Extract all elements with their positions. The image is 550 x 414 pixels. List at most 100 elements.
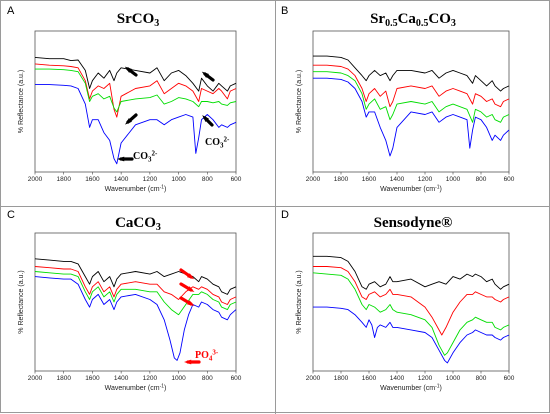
x-tick-label: 1000 (446, 176, 461, 183)
panel-letter: D (281, 209, 289, 221)
x-tick-label: 1200 (418, 176, 433, 183)
series-line-3 (313, 306, 510, 364)
annotation-carbonate-2: CO32- (205, 136, 230, 150)
x-tick-label: 1000 (171, 375, 186, 382)
arrow-c-1-head (187, 273, 195, 280)
x-tick-label: 1000 (171, 176, 186, 183)
x-tick-label: 1200 (143, 176, 158, 183)
x-tick-label: 1800 (56, 375, 71, 382)
chart-panel-b: B Sr0.5Ca0.5CO3 2000 1800 1600 1400 1200 1000 80… (281, 5, 515, 193)
title-text: CaCO (115, 215, 156, 231)
y-axis-label: % Reflectance (a.u.) (296, 270, 303, 333)
title-text: Sensodyne® (374, 215, 453, 231)
series-line-2 (313, 71, 510, 123)
panel-title-b: Sr0.5Ca0.5CO3 (370, 11, 456, 29)
chart-panel-c: C CaCO3 2000 1800 1600 1400 1200 1000 800 600 Wave… (7, 209, 242, 392)
x-axis-label-sup: -1 (435, 185, 440, 191)
panel-title-d: Sensodyne® (374, 215, 453, 231)
x-tick-label: 800 (476, 176, 487, 183)
ion-label-sup: 2- (224, 136, 231, 144)
arrow-c-3-head (187, 300, 195, 307)
series-line-1 (34, 266, 237, 305)
title-text: CO (428, 11, 451, 27)
series-line-3 (34, 276, 237, 361)
plot-frame (312, 232, 510, 372)
series-line-0 (313, 55, 510, 92)
x-tick-label: 2000 (28, 176, 43, 183)
x-tick-label: 1400 (390, 176, 405, 183)
chart-panel-d: D Sensodyne® 2000 1800 1600 1400 1200 1000 800 60… (281, 209, 515, 392)
series-line-0 (313, 255, 510, 290)
x-tick-label: 800 (476, 375, 487, 382)
x-tick-label: 600 (504, 375, 515, 382)
panel-divider-vertical (275, 1, 276, 414)
title-subscript: 3 (154, 18, 159, 29)
title-subscript: 0.5 (385, 18, 398, 29)
x-axis-label: Wavenumber (cm-1) (380, 185, 442, 194)
y-axis-label: % Reflectance (a.u.) (18, 70, 25, 133)
annotation-phosphate: PO43- (195, 349, 219, 363)
annotation-carbonate-1: CO32- (133, 150, 158, 164)
x-tick-label: 2000 (306, 375, 321, 382)
x-axis-label-end: ) (440, 385, 442, 392)
x-tick-label: 600 (231, 375, 242, 382)
series-line-0 (34, 258, 237, 295)
title-text: Ca (398, 11, 417, 27)
y-axis-label: % Reflectance (a.u.) (18, 270, 25, 333)
title-text: SrCO (117, 11, 155, 27)
series-line-2 (312, 272, 510, 356)
x-axis-label: Wavenumber (cm-1) (105, 384, 167, 393)
series-line-1 (313, 64, 510, 108)
x-tick-label: 1400 (114, 176, 129, 183)
x-axis-label: Wavenumber (cm-1) (105, 185, 167, 194)
series-line-0 (34, 56, 237, 92)
panel-letter: A (7, 5, 15, 17)
series-line-1 (34, 63, 237, 118)
x-tick-label: 1800 (334, 375, 349, 382)
ion-label-sub: 4 (209, 355, 213, 363)
ion-label-text: PO (195, 350, 209, 361)
x-tick-label: 1000 (446, 375, 461, 382)
x-tick-label: 1200 (418, 375, 433, 382)
arrow-a-2-head (124, 118, 132, 125)
ion-label-sub: 3 (220, 142, 224, 150)
arrow-a-5-head (117, 156, 125, 162)
x-tick-label: 1800 (334, 176, 349, 183)
x-tick-label: 800 (202, 375, 213, 382)
arrow-a-1-head (124, 66, 132, 73)
x-axis-label-text: Wavenumber (cm (105, 385, 160, 392)
panel-letter: B (281, 5, 288, 17)
x-tick-label: 1600 (85, 176, 100, 183)
series-line-2 (34, 271, 237, 316)
panel-title-c: CaCO3 (115, 215, 161, 233)
x-tick-label: 1200 (143, 375, 158, 382)
x-axis-label-text: Wavenumber (cm (105, 186, 160, 193)
x-axis-label-end: ) (164, 186, 166, 193)
x-tick-label: 1600 (362, 375, 377, 382)
x-tick-label: 600 (231, 176, 242, 183)
x-axis-label-sup: -1 (160, 384, 165, 390)
x-axis-label: Wavenumber (cm-1) (380, 384, 442, 393)
x-tick-label: 1400 (114, 375, 129, 382)
x-tick-label: 2000 (28, 375, 43, 382)
ion-label-sub: 3 (148, 156, 152, 164)
x-tick-label: 600 (504, 176, 515, 183)
x-axis-label-text: Wavenumber (cm (380, 186, 435, 193)
panel-letter: C (7, 209, 15, 221)
title-subscript: 0.5 (416, 18, 429, 29)
x-tick-label: 1400 (390, 375, 405, 382)
series-line-1 (313, 266, 510, 336)
arrow-a-3-head (201, 71, 209, 78)
ion-label-text: CO (205, 137, 220, 148)
ion-label-sup: 2- (152, 150, 159, 158)
x-tick-label: 1600 (362, 176, 377, 183)
ion-label-sup: 3- (212, 349, 219, 357)
x-tick-label: 2000 (306, 176, 321, 183)
arrow-c-2-head (187, 286, 195, 293)
x-tick-label: 1600 (85, 375, 100, 382)
title-subscript: 3 (156, 222, 161, 233)
x-tick-label: 1800 (56, 176, 71, 183)
